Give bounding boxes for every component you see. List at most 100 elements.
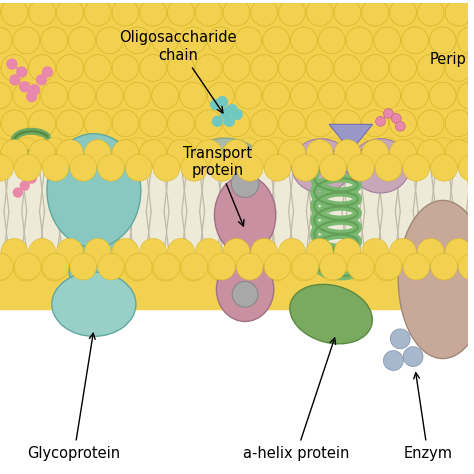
Circle shape xyxy=(417,110,444,137)
Circle shape xyxy=(279,140,305,166)
Ellipse shape xyxy=(290,284,373,344)
Circle shape xyxy=(207,155,234,182)
Ellipse shape xyxy=(214,176,276,255)
Circle shape xyxy=(140,110,166,137)
Circle shape xyxy=(291,155,317,182)
Circle shape xyxy=(29,55,55,82)
Circle shape xyxy=(31,161,40,170)
Circle shape xyxy=(473,140,474,166)
Circle shape xyxy=(306,238,333,265)
Ellipse shape xyxy=(190,138,261,188)
Circle shape xyxy=(126,155,152,181)
Circle shape xyxy=(390,110,416,137)
Circle shape xyxy=(140,140,166,166)
Circle shape xyxy=(264,253,291,280)
Circle shape xyxy=(180,27,206,54)
Circle shape xyxy=(96,155,123,182)
Circle shape xyxy=(374,155,401,182)
Circle shape xyxy=(473,0,474,26)
Ellipse shape xyxy=(47,134,141,247)
Circle shape xyxy=(429,82,456,109)
Circle shape xyxy=(279,0,305,26)
Circle shape xyxy=(390,0,416,26)
Circle shape xyxy=(237,253,263,280)
Circle shape xyxy=(223,55,250,82)
Circle shape xyxy=(1,140,28,166)
Circle shape xyxy=(457,155,474,182)
Circle shape xyxy=(1,55,28,82)
Circle shape xyxy=(401,27,428,54)
Circle shape xyxy=(473,238,474,265)
Circle shape xyxy=(10,75,20,85)
Circle shape xyxy=(223,110,250,137)
Circle shape xyxy=(457,27,474,54)
Circle shape xyxy=(112,55,139,82)
Circle shape xyxy=(390,238,416,265)
Circle shape xyxy=(346,27,373,54)
Circle shape xyxy=(390,55,416,82)
Circle shape xyxy=(140,0,166,26)
Circle shape xyxy=(13,82,40,109)
Circle shape xyxy=(168,0,194,26)
Circle shape xyxy=(69,82,95,109)
Circle shape xyxy=(279,55,305,82)
Circle shape xyxy=(401,254,428,281)
Circle shape xyxy=(346,137,373,164)
Circle shape xyxy=(13,82,40,109)
Circle shape xyxy=(20,82,30,91)
Circle shape xyxy=(319,137,345,164)
Circle shape xyxy=(375,155,402,181)
Circle shape xyxy=(112,0,139,26)
Circle shape xyxy=(417,0,444,26)
Circle shape xyxy=(14,155,41,181)
Circle shape xyxy=(207,254,234,281)
Circle shape xyxy=(429,155,456,182)
Circle shape xyxy=(0,155,12,182)
Circle shape xyxy=(235,254,262,281)
Circle shape xyxy=(417,140,444,166)
Circle shape xyxy=(180,82,206,109)
Circle shape xyxy=(306,110,333,137)
Circle shape xyxy=(84,140,111,166)
Circle shape xyxy=(195,110,222,137)
Circle shape xyxy=(357,149,367,159)
Circle shape xyxy=(251,238,277,265)
Circle shape xyxy=(0,137,12,164)
Circle shape xyxy=(292,253,319,280)
Circle shape xyxy=(168,238,194,265)
Circle shape xyxy=(207,137,234,164)
Circle shape xyxy=(152,82,179,109)
Circle shape xyxy=(140,0,166,26)
Circle shape xyxy=(390,140,416,166)
Circle shape xyxy=(195,0,222,26)
Circle shape xyxy=(112,140,139,166)
Circle shape xyxy=(180,137,206,164)
Circle shape xyxy=(445,140,472,166)
Circle shape xyxy=(195,140,222,166)
Circle shape xyxy=(30,85,39,95)
Polygon shape xyxy=(319,151,383,176)
Circle shape xyxy=(263,27,290,54)
Circle shape xyxy=(235,27,262,54)
Circle shape xyxy=(207,82,234,109)
Circle shape xyxy=(375,117,385,126)
Circle shape xyxy=(0,254,12,281)
Circle shape xyxy=(457,27,474,54)
Circle shape xyxy=(306,238,333,265)
Circle shape xyxy=(319,27,345,54)
Circle shape xyxy=(13,155,40,182)
Circle shape xyxy=(0,27,12,54)
Text: Glycoprotein: Glycoprotein xyxy=(27,333,121,461)
Circle shape xyxy=(207,82,234,109)
Polygon shape xyxy=(329,124,373,151)
Circle shape xyxy=(168,140,194,166)
Circle shape xyxy=(390,55,416,82)
Circle shape xyxy=(306,140,333,166)
Circle shape xyxy=(43,67,53,77)
Circle shape xyxy=(96,82,123,109)
Circle shape xyxy=(359,164,369,174)
Circle shape xyxy=(391,329,410,349)
Circle shape xyxy=(445,110,472,137)
Circle shape xyxy=(84,55,111,82)
Circle shape xyxy=(223,55,250,82)
